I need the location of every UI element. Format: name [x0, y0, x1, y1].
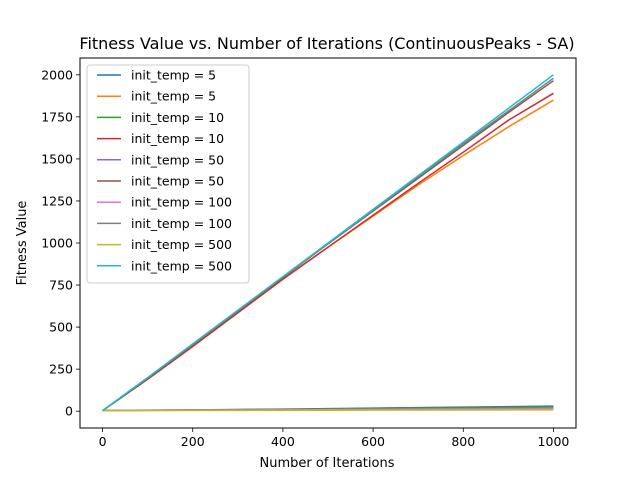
- x-tick-label: 200: [181, 434, 205, 449]
- x-tick-label: 600: [361, 434, 385, 449]
- legend-entry-8: init_temp = 100: [131, 216, 232, 231]
- legend-entry-3: init_temp = 10: [131, 110, 224, 125]
- legend-entry-1: init_temp = 5: [131, 68, 216, 83]
- plot-frame: [79, 57, 577, 429]
- y-tick-label: 1000: [41, 236, 73, 251]
- x-axis: 0 200 400 600 800 1000: [99, 428, 570, 449]
- y-tick-label: 500: [49, 320, 73, 335]
- chart-title: Fitness Value vs. Number of Iterations (…: [79, 34, 574, 53]
- x-axis-label: Number of Iterations: [260, 456, 395, 471]
- y-tick-label: 250: [49, 362, 73, 377]
- series-line-4: [102, 92, 554, 412]
- legend-entry-2: init_temp = 5: [131, 89, 216, 104]
- series-line-9: [102, 409, 554, 412]
- y-tick-label: 1500: [41, 151, 73, 166]
- legend-entry-7: init_temp = 100: [131, 195, 232, 210]
- legend-entry-10: init_temp = 500: [131, 258, 232, 273]
- x-tick-label: 400: [271, 434, 295, 449]
- legend-entry-5: init_temp = 50: [131, 152, 224, 167]
- legend: init_temp = 5 init_temp = 5 init_temp = 10…: [86, 64, 250, 284]
- y-axis: 0 250 500 750 1000 1250 1500 1750 2000: [41, 67, 80, 419]
- y-tick-label: 1250: [41, 193, 73, 208]
- y-tick-label: 750: [49, 278, 73, 293]
- y-tick-label: 0: [65, 404, 73, 419]
- x-tick-label: 0: [99, 434, 107, 449]
- x-tick-label: 1000: [538, 434, 570, 449]
- y-axis-label: Fitness Value: [15, 201, 30, 286]
- legend-entry-4: init_temp = 10: [131, 131, 224, 146]
- series-line-10: [102, 74, 554, 412]
- legend-entry-6: init_temp = 50: [131, 174, 224, 189]
- y-tick-label: 2000: [41, 67, 73, 82]
- plot-area: [102, 74, 554, 412]
- x-tick-label: 800: [451, 434, 475, 449]
- y-tick-label: 1750: [41, 109, 73, 124]
- legend-entry-9: init_temp = 500: [131, 237, 232, 252]
- legend-box: [86, 64, 250, 284]
